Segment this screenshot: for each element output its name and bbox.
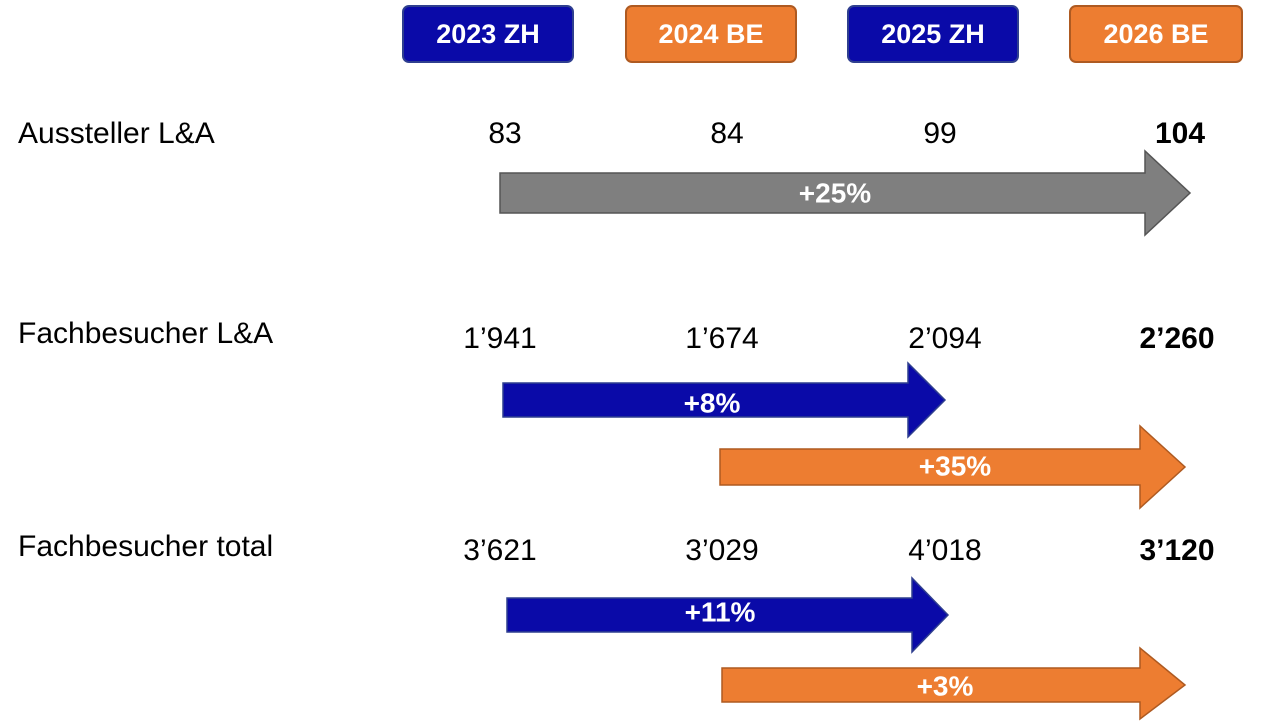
- header-label: 2023 ZH: [436, 19, 540, 49]
- arrow-label: +8%: [684, 387, 741, 418]
- value: 2’260: [1139, 322, 1214, 355]
- header-label: 2024 BE: [658, 19, 763, 49]
- arrow-label: +3%: [917, 670, 974, 701]
- header-box: [1069, 5, 1243, 63]
- value: 2’094: [908, 322, 981, 355]
- value: 1’674: [685, 322, 758, 355]
- row-label: Aussteller L&A: [18, 117, 215, 150]
- value: 99: [923, 117, 956, 150]
- value: 83: [488, 117, 521, 150]
- header-box: [847, 5, 1019, 63]
- row-label: Fachbesucher L&A: [18, 317, 273, 350]
- arrow: [719, 424, 1187, 510]
- row-label: Fachbesucher total: [18, 530, 273, 563]
- header-box: [402, 5, 574, 63]
- header-label: 2026 BE: [1103, 19, 1208, 49]
- value: 3’621: [463, 534, 536, 567]
- arrow: [721, 646, 1187, 721]
- arrow-label: +11%: [685, 596, 756, 627]
- arrow: [499, 149, 1192, 237]
- value: 3’029: [685, 534, 758, 567]
- arrow-label: +25%: [799, 177, 871, 208]
- value: 4’018: [908, 534, 981, 567]
- arrow: [506, 576, 950, 654]
- value: 84: [710, 117, 743, 150]
- arrow-label: +35%: [919, 450, 991, 481]
- header-box: [625, 5, 797, 63]
- value: 104: [1155, 117, 1205, 150]
- arrow: [502, 361, 947, 439]
- value: 3’120: [1139, 534, 1214, 567]
- value: 1’941: [463, 322, 536, 355]
- header-label: 2025 ZH: [881, 19, 985, 49]
